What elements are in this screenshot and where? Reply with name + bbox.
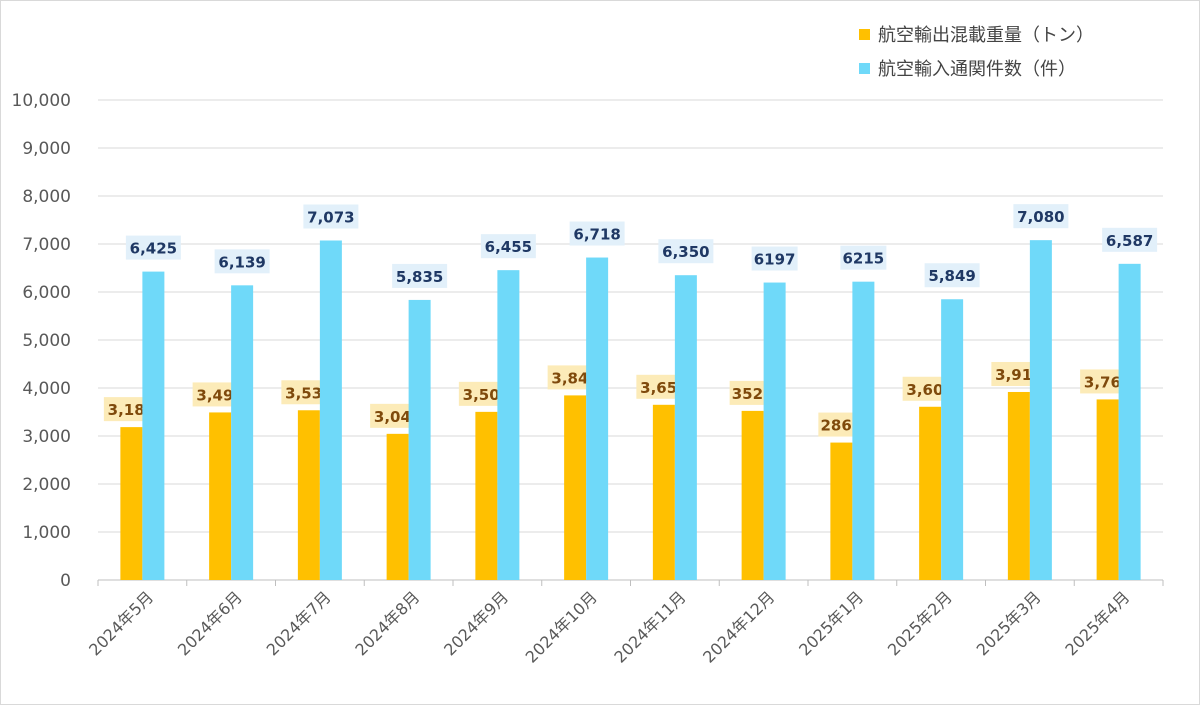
bar-export xyxy=(297,410,320,580)
bar-import xyxy=(674,275,697,580)
x-tick-label: 2024年10月 xyxy=(522,587,601,666)
y-tick-label: 9,000 xyxy=(22,139,71,159)
y-tick-label: 8,000 xyxy=(22,187,71,207)
data-label-import: 5,849 xyxy=(928,267,975,285)
data-label-import: 6,587 xyxy=(1106,232,1153,250)
data-label-import: 7,080 xyxy=(1017,208,1064,226)
y-tick-label: 7,000 xyxy=(22,235,71,255)
data-label-export: 3523 xyxy=(732,385,774,403)
y-tick-label: 0 xyxy=(60,571,71,591)
bar-export xyxy=(741,410,764,580)
x-tick-label: 2025年3月 xyxy=(973,587,1045,659)
bar-import xyxy=(1118,263,1141,580)
data-label-import: 5,835 xyxy=(396,268,443,286)
bar-import xyxy=(497,270,520,580)
data-label-bg-import xyxy=(569,221,625,246)
x-tick-label: 2024年9月 xyxy=(440,587,512,659)
bar-import xyxy=(586,257,609,580)
data-label-bg-import xyxy=(751,246,798,271)
y-tick-label: 3,000 xyxy=(22,427,71,447)
legend-swatch-export xyxy=(859,28,870,40)
legend-label-import: 航空輸入通関件数（件） xyxy=(878,59,1076,80)
x-tick-label: 2025年2月 xyxy=(884,587,956,659)
bar-export xyxy=(919,406,942,580)
data-label-import: 6,455 xyxy=(485,238,532,256)
bar-export xyxy=(209,412,232,580)
data-label-bg-import xyxy=(214,249,270,274)
y-tick-label: 10,000 xyxy=(12,91,71,111)
y-tick-label: 4,000 xyxy=(22,379,71,399)
x-tick-label: 2025年4月 xyxy=(1061,587,1133,659)
x-tick-label: 2024年7月 xyxy=(263,587,335,659)
x-tick-label: 2024年5月 xyxy=(85,587,157,659)
data-label-import: 6215 xyxy=(843,250,885,268)
legend-item-export: 航空輸出混載重量（トン） xyxy=(859,17,1094,51)
data-label-import: 6,350 xyxy=(662,243,709,261)
data-label-import: 6,139 xyxy=(218,253,265,271)
data-label-export: 2863 xyxy=(821,417,863,435)
bar-import xyxy=(319,240,342,580)
x-tick-label: 2025年1月 xyxy=(795,587,867,659)
bar-export xyxy=(652,404,675,580)
legend-swatch-import xyxy=(859,62,870,74)
bar-import xyxy=(1029,240,1052,580)
data-label-import: 6,425 xyxy=(130,240,177,258)
data-label-bg-import xyxy=(1102,227,1158,252)
data-label-bg-import xyxy=(658,239,714,264)
bar-import xyxy=(941,299,964,580)
bar-import xyxy=(763,282,786,580)
y-tick-label: 2,000 xyxy=(22,475,71,495)
data-label-import: 6,718 xyxy=(573,226,620,244)
data-label-bg-import xyxy=(303,204,359,229)
bar-export xyxy=(1007,391,1030,580)
legend: 航空輸出混載重量（トン） 航空輸入通関件数（件） xyxy=(859,17,1094,85)
bar-export xyxy=(1096,399,1119,580)
x-tick-label: 2024年12月 xyxy=(699,587,778,666)
bar-export xyxy=(564,395,587,580)
y-tick-label: 6,000 xyxy=(22,283,71,303)
data-label-import: 6197 xyxy=(754,251,796,269)
bar-import xyxy=(231,285,254,580)
y-tick-label: 1,000 xyxy=(22,523,71,543)
x-tick-label: 2024年8月 xyxy=(351,587,423,659)
legend-item-import: 航空輸入通関件数（件） xyxy=(859,51,1094,85)
data-label-bg-import xyxy=(1013,204,1069,229)
data-label-bg-import xyxy=(924,263,980,288)
data-label-import: 7,073 xyxy=(307,208,354,226)
data-label-bg-import xyxy=(840,245,887,270)
bar-export xyxy=(120,427,143,580)
bar-import xyxy=(142,271,165,580)
data-label-bg-import xyxy=(125,235,181,260)
bar-import xyxy=(408,299,431,580)
bar-import xyxy=(852,281,875,580)
data-label-bg-import xyxy=(480,234,536,259)
legend-label-export: 航空輸出混載重量（トン） xyxy=(878,25,1094,46)
x-tick-label: 2024年11月 xyxy=(610,587,689,666)
bar-export xyxy=(386,433,409,580)
bar-export xyxy=(475,411,498,580)
data-label-bg-import xyxy=(392,263,448,288)
x-tick-label: 2024年6月 xyxy=(174,587,246,659)
bar-export xyxy=(830,442,853,580)
y-tick-label: 5,000 xyxy=(22,331,71,351)
